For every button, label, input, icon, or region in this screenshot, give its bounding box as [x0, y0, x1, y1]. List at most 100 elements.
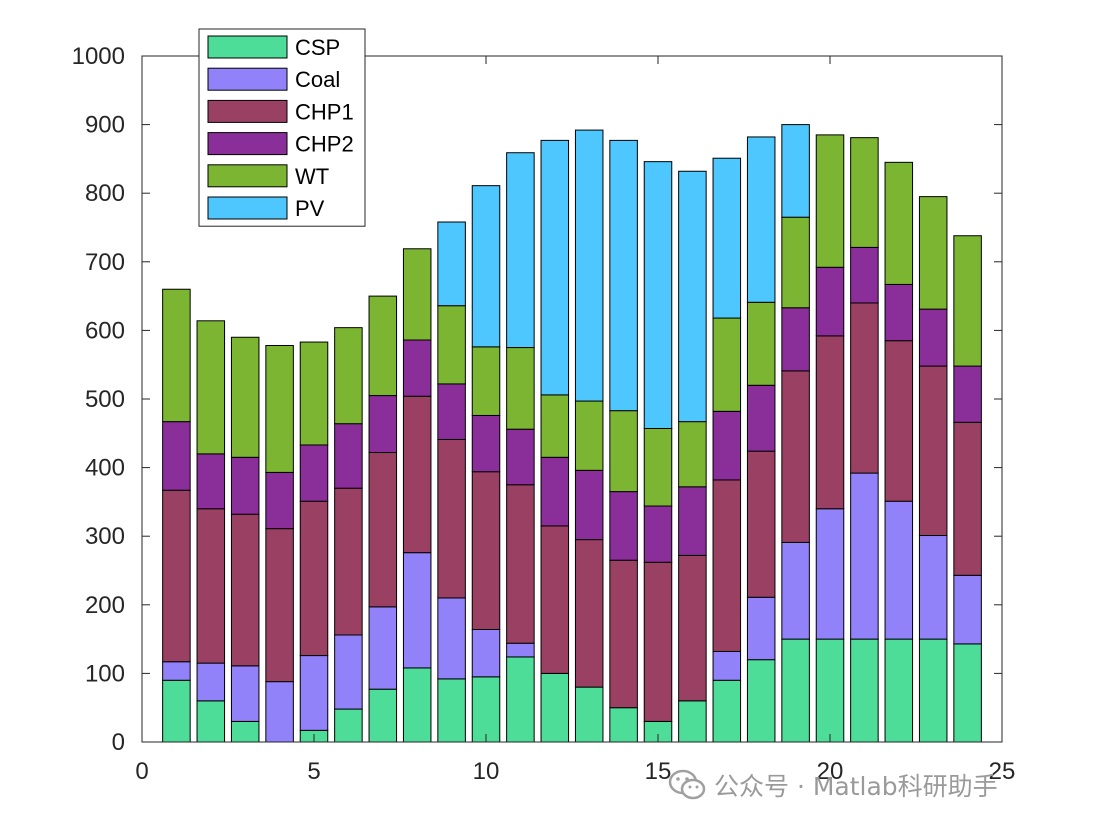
bar-csp-8: [402, 667, 432, 743]
legend-label-wt: WT: [295, 164, 329, 189]
bar-chp2-14: [609, 491, 638, 561]
bar-wt-2: [196, 320, 226, 455]
legend-swatch-pv: [207, 196, 288, 220]
bar-wt-15: [643, 427, 673, 507]
bar-csp-10: [471, 676, 501, 743]
legend-label-chp2: CHP2: [295, 132, 354, 157]
bar-chp2-15: [643, 505, 673, 563]
legend-swatch-chp2: [207, 132, 288, 156]
bar-coal-11: [506, 642, 535, 658]
x-tick-label: 5: [307, 758, 320, 785]
bar-chp1-6: [334, 487, 363, 636]
bar-pv-16: [678, 170, 707, 423]
bar-pv-9: [437, 221, 466, 307]
bar-chp1-19: [781, 370, 810, 543]
wechat-icon: [668, 769, 706, 800]
x-tick-label: 25: [989, 758, 1016, 785]
x-tick-label: 10: [473, 758, 500, 785]
watermark-text: 公众号 · Matlab科研助手: [714, 772, 998, 801]
bar-chp2-21: [850, 246, 879, 304]
bar-chp2-3: [230, 456, 260, 515]
bar-chp1-23: [918, 365, 948, 537]
bar-wt-8: [402, 248, 432, 341]
legend-label-chp1: CHP1: [295, 99, 354, 124]
bar-wt-1: [162, 288, 191, 423]
bar-wt-10: [471, 346, 501, 416]
legend-swatch-coal: [207, 67, 288, 91]
bar-coal-17: [712, 650, 742, 681]
bar-csp-16: [678, 700, 707, 743]
bar-wt-3: [230, 336, 260, 458]
bar-chp1-15: [643, 561, 673, 722]
bar-pv-17: [712, 157, 742, 319]
bar-csp-14: [609, 707, 638, 743]
x-tick-label: 20: [817, 758, 844, 785]
legend-swatch-csp: [207, 35, 288, 59]
bar-chp1-8: [402, 395, 432, 554]
bar-coal-18: [746, 596, 776, 661]
bar-csp-17: [712, 679, 742, 743]
bar-chp1-14: [609, 559, 638, 709]
bar-csp-20: [815, 638, 845, 743]
y-tick-label: 300: [85, 523, 125, 550]
bar-wt-20: [815, 134, 845, 268]
bar-pv-13: [574, 129, 604, 402]
bar-wt-18: [746, 301, 776, 386]
bar-chp1-24: [953, 421, 982, 576]
bar-wt-4: [265, 344, 294, 473]
bar-chp2-19: [781, 307, 810, 372]
y-tick-label: 600: [85, 317, 125, 344]
bar-pv-14: [609, 139, 638, 412]
legend-label-coal: Coal: [295, 67, 340, 92]
bar-coal-8: [402, 552, 432, 669]
bar-chp1-1: [162, 489, 191, 663]
bar-coal-3: [230, 665, 260, 722]
bar-wt-14: [609, 410, 638, 493]
legend-label-pv: PV: [295, 196, 325, 221]
bar-chp2-10: [471, 414, 501, 473]
bar-pv-15: [643, 161, 673, 429]
bar-chp1-4: [265, 528, 294, 683]
y-tick-label: 0: [112, 729, 125, 756]
bar-chp1-16: [678, 554, 707, 702]
bar-coal-20: [815, 508, 845, 640]
bar-chp2-4: [265, 471, 294, 530]
bar-wt-7: [368, 295, 398, 397]
bar-pv-19: [781, 124, 810, 218]
bar-chp1-22: [884, 340, 914, 502]
bar-chp2-7: [368, 395, 398, 454]
bar-wt-17: [712, 317, 742, 412]
bar-csp-12: [540, 672, 570, 743]
bar-chp1-5: [299, 500, 329, 657]
bar-csp-24: [953, 643, 982, 743]
bar-chp2-12: [540, 456, 570, 527]
y-tick-label: 700: [85, 249, 125, 276]
bar-chp1-2: [196, 508, 226, 664]
bar-chp2-11: [506, 428, 535, 486]
bar-csp-13: [574, 686, 604, 743]
bar-chp2-16: [678, 486, 707, 556]
bar-chp1-17: [712, 479, 742, 652]
bar-chp2-22: [884, 283, 914, 342]
bar-chp2-1: [162, 421, 191, 491]
bar-chp2-18: [746, 384, 776, 452]
bar-csp-11: [506, 656, 535, 743]
bar-wt-24: [953, 235, 982, 367]
bar-pv-11: [506, 152, 535, 349]
axes: [141, 55, 1003, 743]
bar-chp2-8: [402, 339, 432, 397]
watermark: 公众号 · Matlab科研助手: [668, 765, 998, 805]
bar-csp-21: [850, 638, 879, 743]
bar-coal-19: [781, 541, 810, 640]
bar-csp-22: [884, 638, 914, 743]
bar-wt-16: [678, 421, 707, 488]
bar-chp2-17: [712, 410, 742, 481]
bar-wt-11: [506, 347, 535, 430]
bar-coal-4: [265, 681, 294, 743]
bar-chp2-13: [574, 469, 604, 541]
bar-wt-12: [540, 394, 570, 458]
bar-coal-7: [368, 606, 398, 690]
y-tick-label: 900: [85, 112, 125, 139]
y-tick-label: 400: [85, 455, 125, 482]
bar-chp2-6: [334, 423, 363, 489]
